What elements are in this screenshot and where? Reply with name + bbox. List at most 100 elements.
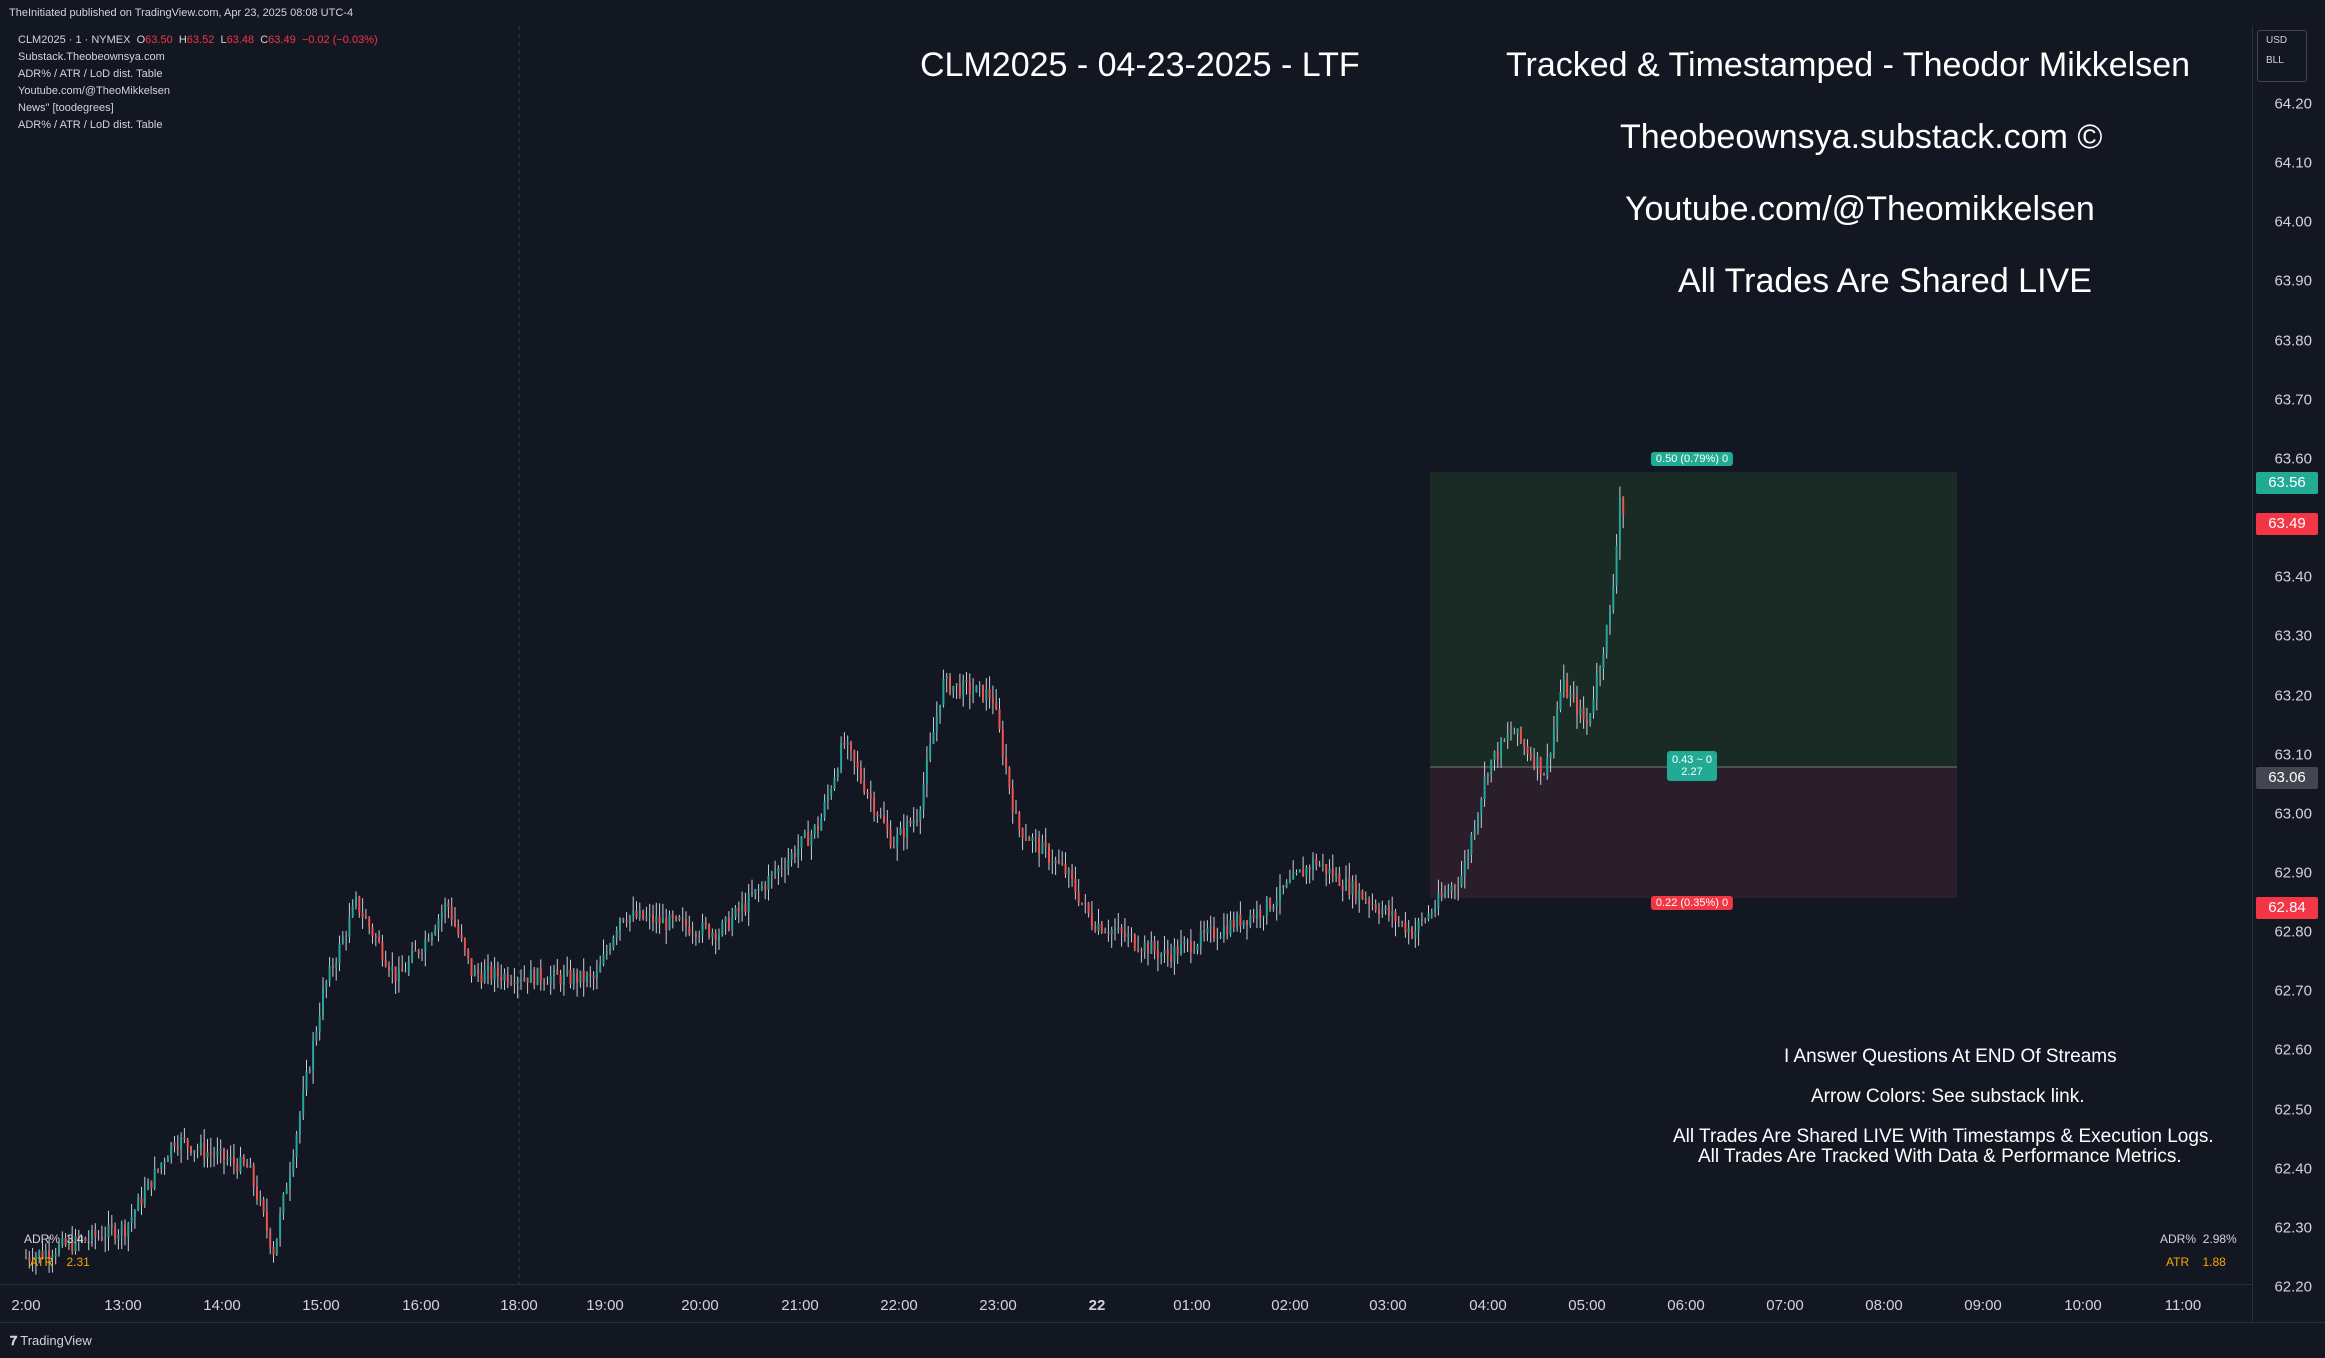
candle-body — [642, 910, 645, 919]
candle-body — [1483, 776, 1486, 799]
candle-body — [780, 867, 783, 870]
candle-body — [830, 788, 833, 795]
candle-body — [549, 976, 552, 985]
candle-body — [335, 963, 338, 969]
candle-body — [1166, 950, 1169, 956]
atr-right-key: ATR — [2166, 1255, 2190, 1269]
candle-body — [1048, 846, 1050, 863]
adr-left-key: ADR% — [24, 1232, 61, 1246]
candle-body — [427, 938, 430, 941]
candle-body — [1440, 893, 1443, 897]
candle-body — [579, 970, 582, 983]
price-chart[interactable] — [0, 26, 2252, 1284]
candle-body — [282, 1193, 285, 1214]
tradingview-logo[interactable]: 𝟕 TradingView — [10, 1333, 92, 1349]
candle-body — [856, 761, 859, 769]
candle-body — [265, 1211, 268, 1231]
candle-body — [998, 708, 1001, 730]
candle-body — [1150, 941, 1153, 954]
candle-body — [1463, 861, 1466, 876]
candle-body — [810, 834, 813, 846]
candle-body — [935, 715, 938, 732]
price-axis[interactable]: USD BLL 64.20 64.10 64.00 63.90 63.80 63.70 63… — [2252, 26, 2325, 1322]
indicator-adr-table[interactable]: ADR% / ATR / LoD dist. Table — [18, 68, 163, 80]
candle-body — [256, 1186, 258, 1201]
adr-left: ADR% 3.4... — [24, 1232, 93, 1246]
indicator-news[interactable]: News" [toodegrees] — [18, 102, 114, 114]
candle-body — [338, 943, 341, 964]
candle-body — [955, 683, 958, 687]
candle-body — [381, 942, 384, 960]
candle-body — [714, 932, 717, 941]
candle-body — [609, 948, 612, 952]
candle-body — [104, 1237, 107, 1240]
candle-body — [747, 893, 750, 912]
candle-body — [1104, 932, 1107, 934]
candle-body — [576, 973, 579, 983]
stop-label[interactable]: 0.22 (0.35%) 0 — [1650, 896, 1734, 910]
candle-body — [1107, 932, 1110, 934]
indicator-adr-table-2[interactable]: ADR% / ATR / LoD dist. Table — [18, 119, 163, 131]
candle-body — [110, 1224, 113, 1228]
candle-body — [648, 914, 651, 917]
candle-body — [1447, 891, 1450, 893]
candle-body — [1368, 900, 1371, 905]
target-zone — [1430, 472, 1957, 767]
candle-body — [94, 1229, 97, 1237]
indicator-youtube[interactable]: Youtube.com/@TheoMikkelsen — [18, 85, 171, 97]
candle-body — [114, 1227, 117, 1240]
time-axis[interactable]: 2:00 13:00 14:00 15:00 16:00 18:00 19:00 20:00 2… — [0, 1284, 2252, 1323]
candle-body — [107, 1224, 110, 1238]
price-tick: 62.90 — [2274, 864, 2312, 882]
candle-body — [157, 1168, 159, 1170]
entry-label[interactable]: 0.43 ~ 0 2.27 — [1666, 751, 1718, 781]
candle-body — [127, 1223, 130, 1237]
candle-body — [1064, 863, 1067, 875]
candle-body — [120, 1224, 123, 1235]
currency-selector[interactable]: USD BLL — [2257, 30, 2307, 82]
candle-body — [1015, 811, 1017, 814]
candle-body — [1302, 870, 1305, 877]
candle-body — [1358, 890, 1361, 900]
candle-body — [516, 980, 519, 985]
candle-body — [1005, 757, 1008, 768]
candle-body — [1592, 698, 1595, 714]
candle-body — [147, 1180, 150, 1190]
candle-body — [734, 907, 737, 918]
price-badge: 63.49 — [2256, 512, 2318, 535]
candle-body — [1480, 798, 1483, 815]
chart-area[interactable]: CLM2025 · 1 · NYMEX O63.50 H63.52 L63.48… — [0, 26, 2252, 1284]
candle-body — [1001, 729, 1004, 758]
candle-body — [853, 750, 856, 762]
candle-body — [1153, 941, 1156, 951]
time-tick: 22:00 — [880, 1297, 918, 1314]
candle-body — [269, 1230, 272, 1248]
adr-right-val: 2.98% — [2202, 1232, 2237, 1246]
candle-body — [949, 676, 951, 694]
candle-body — [417, 950, 420, 954]
candle-body — [487, 966, 489, 971]
candle-body — [688, 926, 691, 934]
indicator-substack[interactable]: Substack.Theobeownsya.com — [18, 51, 165, 63]
candle-body — [1011, 788, 1014, 812]
candle-body — [61, 1237, 64, 1245]
candle-body — [1226, 925, 1229, 935]
candle-body — [536, 967, 539, 986]
price-tick: 63.70 — [2274, 391, 2312, 409]
candle-body — [444, 902, 447, 913]
candle-body — [698, 935, 701, 937]
candle-body — [612, 937, 615, 949]
candle-body — [1219, 936, 1222, 939]
candle-body — [31, 1260, 34, 1263]
candle-body — [1074, 878, 1077, 893]
candle-body — [595, 972, 598, 979]
candle-body — [199, 1142, 202, 1150]
target-label[interactable]: 0.50 (0.79%) 0 — [1650, 452, 1734, 466]
candle-body — [1259, 909, 1262, 918]
candle-body — [988, 689, 991, 698]
candle-body — [1100, 923, 1103, 933]
candle-body — [1305, 867, 1308, 877]
candle-body — [1170, 955, 1173, 962]
candle-body — [744, 903, 747, 912]
candle-body — [602, 954, 605, 965]
